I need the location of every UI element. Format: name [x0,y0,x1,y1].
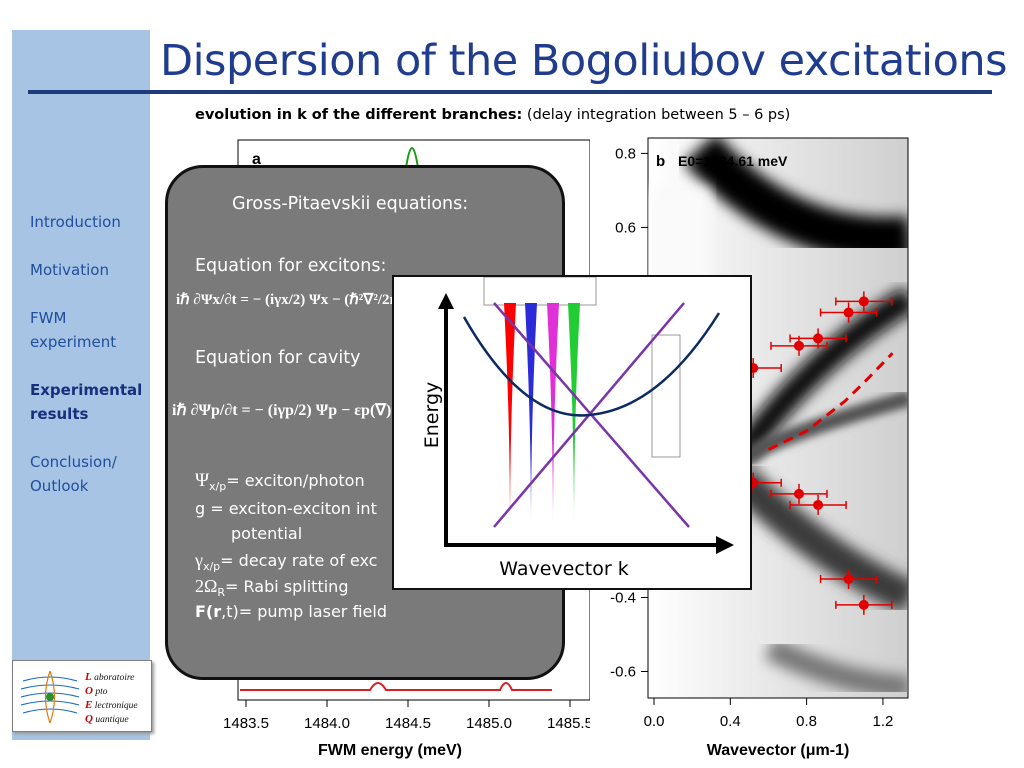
plot-a-xtick-label: 1484.5 [385,715,431,732]
y-axis-arrow-icon [438,293,454,309]
logo-emblem-icon [20,670,80,724]
slide-title: Dispersion of the Bogoliubov excitations [160,36,1008,86]
plot-b-xtick-label: 0.8 [796,713,817,730]
subtitle-bold: evolution in k of the different branches… [195,107,523,123]
plot-b-x-axis: 0.0 0.4 0.8 1.2 [644,698,893,730]
lab-logo: L aboratoire O pto E lectronique Q uanti… [12,660,152,732]
plot-a-label: a [252,151,261,168]
nav-experimental-results[interactable]: Experimental results [30,381,143,423]
plot-b-data-point [835,291,893,312]
plot-b-ytick-label: -0.6 [610,663,636,680]
plot-b-ytick-label: -0.4 [610,589,636,606]
schematic-xlabel: Wavevector k [499,558,628,580]
schematic-blue-line [525,303,537,527]
plot-a-xtick-label: 1485.0 [466,715,512,732]
def-gamma: γx/p= decay rate of exc [195,550,378,574]
schematic-navy-curve [462,312,721,417]
plot-a-xtick-label: 1483.5 [223,715,269,732]
plot-a-green-peak [405,147,419,169]
exciton-equation: iℏ ∂Ψx/∂t = − (iγx/2) Ψx − (ℏ²∇²/2mx) Ψx [176,292,438,308]
schematic-red-line [504,303,516,527]
gp-heading: Gross-Pitaevskii equations: [232,194,469,214]
plot-b-xlabel: Wavevector (μm-1) [707,742,850,759]
slide-subtitle: evolution in k of the different branches… [195,107,790,123]
plot-b-data-point [819,302,878,323]
nav-motivation[interactable]: Motivation [30,261,109,279]
schematic-blank-box [483,276,597,306]
plot-b-y-axis: 0.8 0.6 -0.4 -0.6 [610,145,648,680]
nav-conclusion-outlook[interactable]: Conclusion/ Outlook [30,453,117,495]
plot-b-data-points [724,291,893,615]
logo-text: L aboratoire O pto E lectronique Q uanti… [85,671,138,725]
plot-a-xlabel: FWM energy (meV) [318,742,462,759]
plot-b-ytick-label: 0.6 [615,219,636,236]
def-psi: Ψx/p= exciton/photon [195,470,365,494]
plot-b-ytick-label: 0.8 [615,145,636,162]
def-rabi: 2ΩR= Rabi splitting [195,576,349,600]
cavity-label: Equation for cavity [195,348,361,368]
plot-b-annotation: E0=1484.61 meV [678,153,788,169]
plot-b-data-point [789,328,847,349]
plot-b-data-point [835,594,893,615]
plot-a-xtick-label: 1484.0 [304,715,350,732]
schematic-blank-box-right [651,334,681,458]
x-axis-arrow-icon [716,536,734,554]
plot-b-xtick-label: 1.2 [872,713,893,730]
plot-b-data-point [789,494,847,515]
excitons-label: Equation for excitons: [195,256,387,276]
plot-b-xtick-label: 0.0 [644,713,665,730]
cavity-equation: iℏ ∂Ψp/∂t = − (iγp/2) Ψp − εp(∇) [172,402,392,419]
def-g-continued: potential [231,524,303,543]
subtitle-rest: (delay integration between 5 – 6 ps) [522,107,791,123]
sidebar: Introduction Motivation FWM experiment E… [12,30,150,740]
schematic-ylabel: Energy [421,382,443,449]
def-pump: F(r,t)= pump laser field [195,602,387,621]
plot-b-data-point [770,483,828,504]
schematic-magenta-line [547,303,559,527]
plot-b-data-point [770,335,828,356]
plot-b-label: b [656,153,665,170]
plot-b-dashed-curve [767,352,894,451]
plot-a-x-axis: 1483.5 1484.0 1484.5 1485.0 1485.5 [223,700,590,732]
plot-b-xtick-label: 0.4 [720,713,741,730]
plot-a-xtick-label: 1485.5 [547,715,590,732]
nav-introduction[interactable]: Introduction [30,213,121,231]
plot-a-red-trace [240,682,552,691]
gp-equations-panel: Gross-Pitaevskii equations: Equation for… [165,165,565,680]
plot-b-data-point [819,568,878,589]
schematic-svg: Energy Wavevector k [421,276,734,580]
dispersion-schematic: Energy Wavevector k [392,275,752,590]
def-g: g = exciton-exciton int [195,499,377,518]
title-divider [28,90,992,94]
nav-fwm-experiment[interactable]: FWM experiment [30,309,117,351]
